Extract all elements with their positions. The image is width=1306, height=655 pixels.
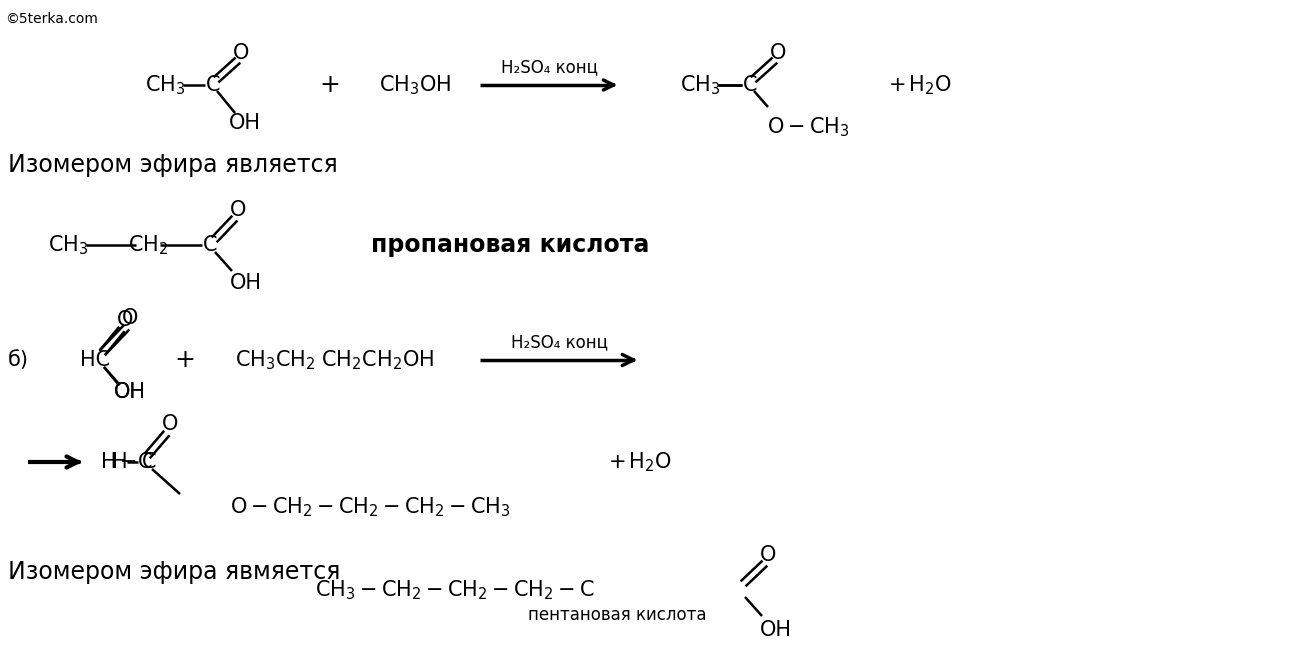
Text: +: + (320, 73, 341, 97)
Text: OH: OH (760, 620, 791, 640)
Text: H₂SO₄ конц: H₂SO₄ конц (502, 58, 598, 76)
Text: OH: OH (114, 382, 146, 402)
Text: O: O (760, 545, 776, 565)
Text: ©5terka.com: ©5terka.com (5, 12, 98, 26)
Text: O: O (116, 310, 133, 330)
Text: $\mathregular{CH_3CH_2\;CH_2CH_2OH}$: $\mathregular{CH_3CH_2\;CH_2CH_2OH}$ (235, 348, 435, 372)
Text: $\mathregular{O-CH_2-CH_2-CH_2-CH_3}$: $\mathregular{O-CH_2-CH_2-CH_2-CH_3}$ (230, 495, 511, 519)
Text: пентановая кислота: пентановая кислота (528, 606, 707, 624)
Text: Изомером эфира явмяется: Изомером эфира явмяется (8, 560, 341, 584)
Text: $\mathregular{CH_2}$: $\mathregular{CH_2}$ (128, 233, 168, 257)
Text: C: C (202, 235, 217, 255)
Text: $\mathregular{O-CH_3}$: $\mathregular{O-CH_3}$ (767, 115, 849, 139)
Text: OH: OH (114, 382, 146, 402)
Text: $\mathregular{CH_3}$: $\mathregular{CH_3}$ (48, 233, 89, 257)
Text: $\mathregular{CH_3}$: $\mathregular{CH_3}$ (679, 73, 720, 97)
Text: $\mathregular{CH_3-CH_2-CH_2-CH_2-C}$: $\mathregular{CH_3-CH_2-CH_2-CH_2-C}$ (315, 578, 594, 602)
Text: $\mathregular{CH_3}$: $\mathregular{CH_3}$ (145, 73, 185, 97)
Text: H₂SO₄ конц: H₂SO₄ конц (512, 333, 609, 351)
Text: C: C (137, 452, 153, 472)
Text: C: C (206, 75, 221, 95)
Text: O: O (121, 308, 138, 328)
Text: C: C (743, 75, 757, 95)
Text: OH: OH (229, 113, 261, 133)
Text: O: O (230, 200, 247, 220)
Text: $+\,\mathregular{H_2O}$: $+\,\mathregular{H_2O}$ (609, 450, 673, 474)
Text: пропановая кислота: пропановая кислота (371, 233, 649, 257)
Text: OH: OH (230, 273, 263, 293)
Text: $\mathrm{H}-\mathrm{C}$: $\mathrm{H}-\mathrm{C}$ (99, 452, 157, 472)
Text: $\mathregular{CH_3OH}$: $\mathregular{CH_3OH}$ (379, 73, 451, 97)
Text: O: O (769, 43, 786, 63)
Text: HC: HC (80, 350, 110, 370)
Text: +: + (175, 348, 196, 372)
Text: б): б) (8, 350, 29, 370)
Text: H: H (112, 452, 128, 472)
Text: O: O (162, 414, 178, 434)
Text: Изомером эфира является: Изомером эфира является (8, 153, 338, 177)
Text: O: O (232, 43, 249, 63)
Text: $+\,\mathregular{H_2O}$: $+\,\mathregular{H_2O}$ (888, 73, 952, 97)
